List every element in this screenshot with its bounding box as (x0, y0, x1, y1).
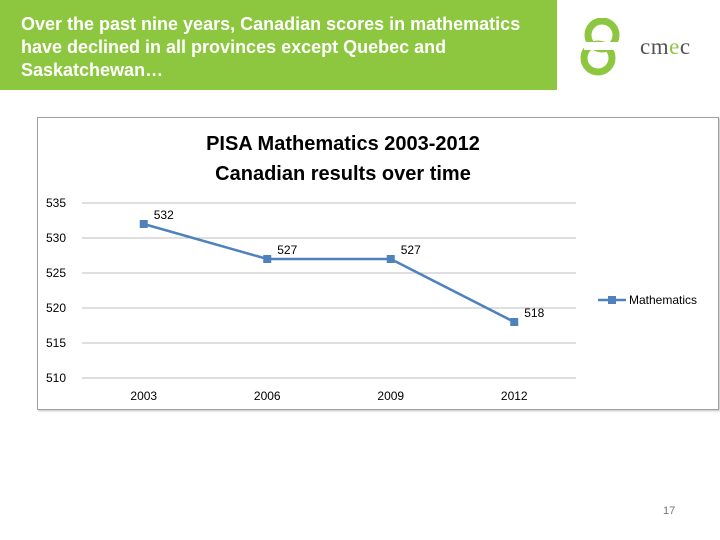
x-tick-label: 2006 (254, 389, 281, 403)
x-tick-label: 2003 (130, 389, 157, 403)
cmec-logo: cmec (558, 0, 720, 90)
legend-label: Mathematics (629, 293, 697, 307)
y-tick-label: 520 (46, 301, 66, 315)
y-tick-label: 515 (46, 336, 66, 350)
chart-title-line-1: PISA Mathematics 2003-2012 (206, 133, 480, 155)
slide-header-banner: Over the past nine years, Canadian score… (0, 0, 557, 90)
data-point-marker (139, 220, 148, 228)
data-label: 518 (524, 306, 544, 320)
data-label: 532 (154, 208, 174, 222)
slide-headline: Over the past nine years, Canadian score… (21, 14, 521, 80)
y-tick-label: 510 (46, 371, 66, 385)
x-tick-label: 2009 (377, 389, 404, 403)
x-tick-label: 2012 (501, 389, 528, 403)
logo-text-main: cm (640, 34, 670, 59)
series-line (143, 222, 515, 324)
legend-marker-swatch (608, 296, 616, 304)
chart-frame: PISA Mathematics 2003-2012 Canadian resu… (37, 117, 719, 410)
y-tick-label: 530 (46, 231, 66, 245)
data-point-marker (263, 255, 272, 263)
data-label: 527 (401, 243, 421, 257)
y-tick-label: 535 (46, 196, 66, 210)
cmec-logo-mark-icon (580, 18, 620, 76)
logo-text-end: c (679, 34, 691, 59)
chart-title-line-2: Canadian results over time (215, 163, 471, 185)
data-point-marker (386, 255, 395, 263)
page-number: 17 (663, 505, 676, 517)
cmec-logo-text: cmec (640, 34, 691, 60)
data-label: 527 (277, 243, 297, 257)
logo-text-accent: e (669, 34, 680, 59)
data-point-marker (510, 318, 519, 326)
line-chart: PISA Mathematics 2003-2012 Canadian resu… (46, 133, 697, 403)
y-tick-label: 525 (46, 266, 66, 280)
